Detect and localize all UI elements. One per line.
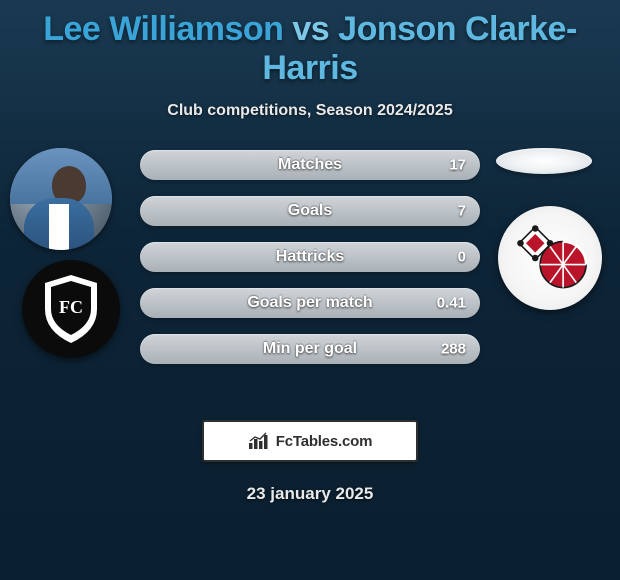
stat-row: Min per goal 288: [140, 334, 480, 364]
vs-label: vs: [292, 10, 329, 48]
stat-row: Goals per match 0.41: [140, 288, 480, 318]
rotherham-badge-icon: [509, 217, 591, 299]
content-area: FC Matches 17 Goals 7 Hattricks 0: [0, 140, 620, 400]
player1-avatar: [10, 148, 112, 250]
stat-row: Hattricks 0: [140, 242, 480, 272]
stat-value: 0: [458, 249, 466, 266]
brand-box: FcTables.com: [202, 420, 418, 462]
stat-value: 17: [449, 157, 466, 174]
stat-label: Matches: [278, 156, 342, 174]
stat-label: Goals per match: [247, 294, 372, 312]
stat-row: Goals 7: [140, 196, 480, 226]
stat-value: 288: [441, 341, 466, 358]
date-label: 23 january 2025: [0, 484, 620, 504]
shield-icon: FC: [40, 273, 102, 345]
stat-label: Goals: [288, 202, 332, 220]
player2-avatar-placeholder: [496, 148, 592, 174]
stat-value: 7: [458, 203, 466, 220]
player1-name: Lee Williamson: [43, 10, 283, 48]
svg-text:FC: FC: [59, 297, 83, 317]
stat-label: Hattricks: [276, 248, 344, 266]
stat-label: Min per goal: [263, 340, 357, 358]
player2-club-badge: [498, 206, 602, 310]
stat-row: Matches 17: [140, 150, 480, 180]
bar-chart-icon: [248, 432, 270, 450]
comparison-title: Lee Williamson vs Jonson Clarke-Harris: [0, 0, 620, 88]
player1-club-badge: FC: [22, 260, 120, 358]
brand-text: FcTables.com: [276, 433, 373, 450]
stats-list: Matches 17 Goals 7 Hattricks 0 Goals per…: [140, 150, 480, 380]
stat-value: 0.41: [437, 295, 466, 312]
subtitle: Club competitions, Season 2024/2025: [0, 102, 620, 120]
